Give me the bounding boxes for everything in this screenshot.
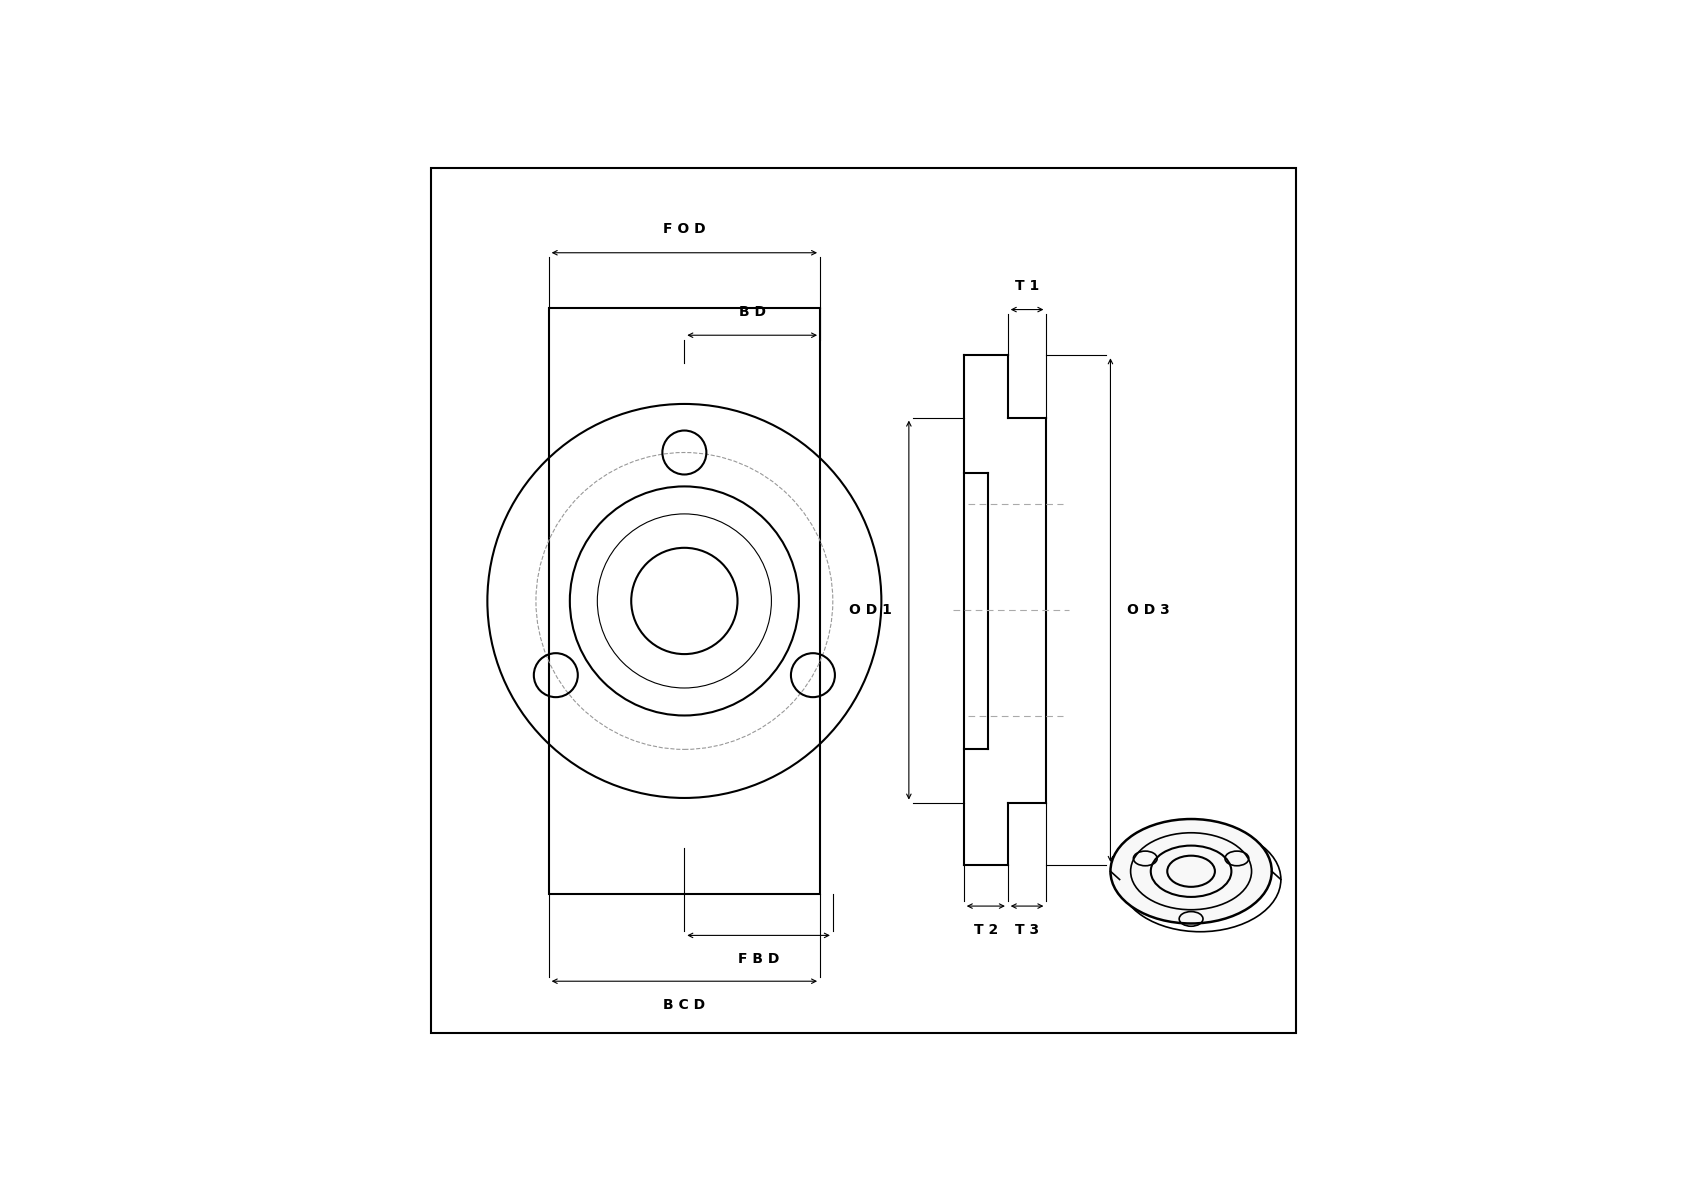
Text: T 2: T 2	[973, 922, 999, 937]
Text: B C D: B C D	[663, 997, 706, 1011]
Text: F O D: F O D	[663, 223, 706, 237]
Text: B D: B D	[739, 305, 766, 319]
Text: T 3: T 3	[1015, 922, 1039, 937]
Bar	[549, 308, 820, 894]
Ellipse shape	[1110, 819, 1271, 923]
Text: O D 3: O D 3	[1127, 603, 1170, 618]
Text: T 1: T 1	[1015, 280, 1039, 293]
Text: O D 1: O D 1	[849, 603, 893, 618]
Text: F B D: F B D	[738, 952, 780, 966]
